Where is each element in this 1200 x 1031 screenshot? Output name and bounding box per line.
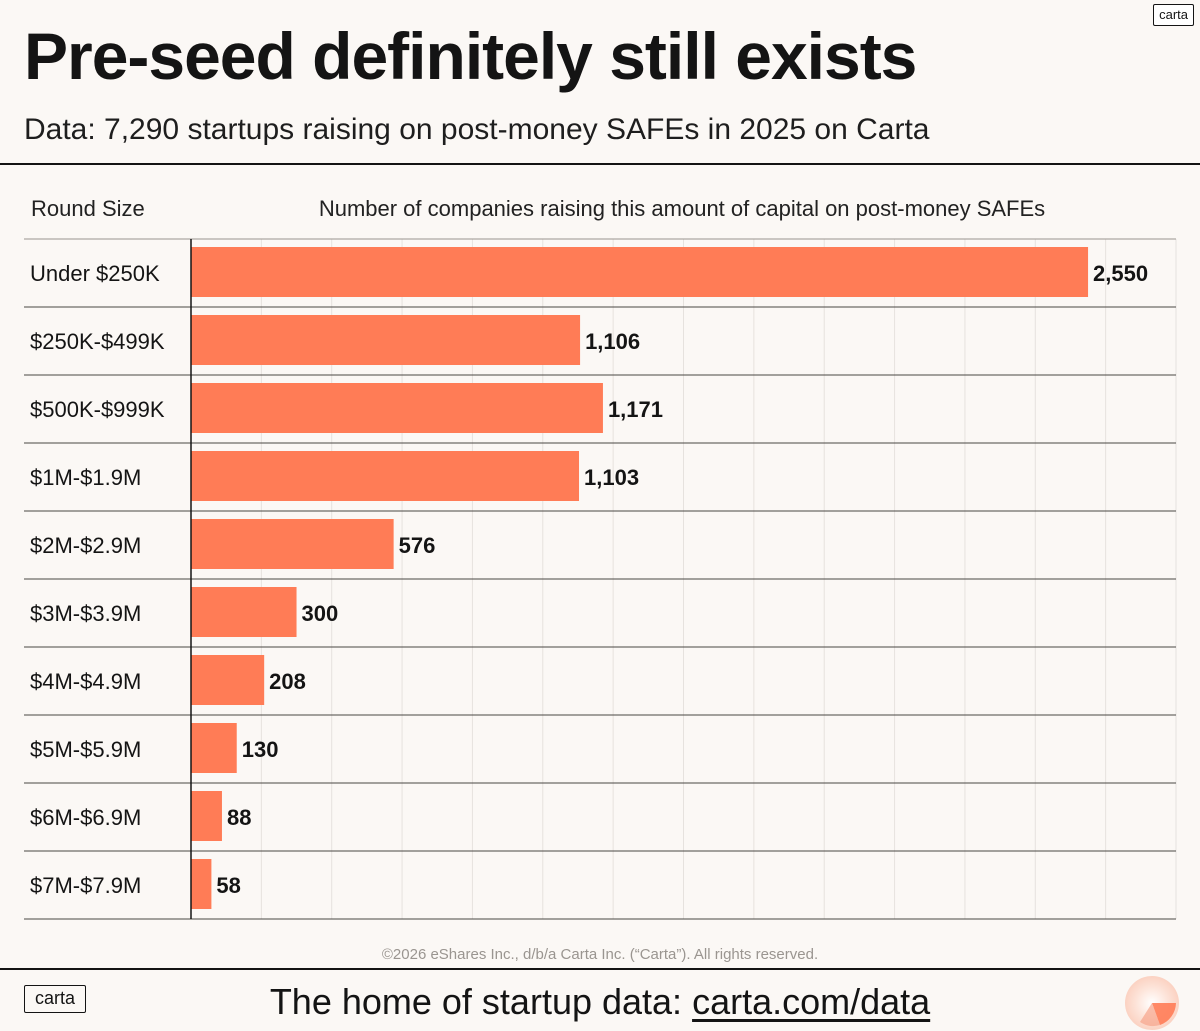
- category-label: $250K-$499K: [30, 329, 165, 354]
- footer-divider: [0, 968, 1200, 970]
- category-label: $7M-$7.9M: [30, 873, 141, 898]
- bar-row: $500K-$999K 1,171: [24, 383, 1176, 444]
- tagline-text: The home of startup data:: [269, 981, 693, 1022]
- footer-tagline: The home of startup data: carta.com/data: [0, 980, 1200, 1024]
- bar-row: $4M-$4.9M 208: [24, 655, 1176, 716]
- value-label: 1,171: [608, 397, 663, 422]
- bar: [191, 315, 581, 365]
- chart-subtitle: Data: 7,290 startups raising on post-mon…: [24, 113, 930, 146]
- bar: [191, 587, 297, 637]
- value-label: 2,550: [1093, 261, 1148, 286]
- bar: [191, 383, 603, 433]
- category-label: $500K-$999K: [30, 397, 165, 422]
- category-label: $2M-$2.9M: [30, 533, 141, 558]
- category-label: $5M-$5.9M: [30, 737, 141, 762]
- carta-logo-tag: carta: [1153, 4, 1194, 26]
- bar-row: Under $250K 2,550: [24, 247, 1176, 308]
- value-label: 1,106: [585, 329, 640, 354]
- bar: [191, 791, 222, 841]
- carta-data-link[interactable]: carta.com/data: [692, 981, 931, 1022]
- footer-carta-logo: carta: [24, 985, 86, 1013]
- bar: [191, 723, 237, 773]
- bar-row: $7M-$7.9M 58: [24, 859, 1176, 920]
- category-label: $4M-$4.9M: [30, 669, 141, 694]
- value-label: 88: [227, 805, 251, 830]
- value-label: 1,103: [584, 465, 639, 490]
- bar-row: $1M-$1.9M 1,103: [24, 451, 1176, 512]
- value-label: 130: [242, 737, 279, 762]
- header-divider: [0, 163, 1200, 165]
- category-label: $6M-$6.9M: [30, 805, 141, 830]
- bar-row: $6M-$6.9M 88: [24, 791, 1176, 852]
- category-label: $3M-$3.9M: [30, 601, 141, 626]
- bar-row: $5M-$5.9M 130: [24, 723, 1176, 784]
- bar-row: $2M-$2.9M 576: [24, 519, 1176, 580]
- copyright-notice: ©2026 eShares Inc., d/b/a Carta Inc. (“C…: [381, 946, 819, 963]
- chart-title: Pre-seed definitely still exists: [24, 19, 917, 93]
- bar: [191, 451, 580, 501]
- bar-rows: Under $250K 2,550 $250K-$499K 1,106 $500K-$9…: [24, 238, 1176, 920]
- value-header: Number of companies raising this amount …: [319, 196, 1045, 221]
- bar-row: $3M-$3.9M 300: [24, 587, 1176, 648]
- bar: [191, 859, 212, 909]
- bar-row: $250K-$499K 1,106: [24, 315, 1176, 376]
- value-label: 300: [302, 601, 339, 626]
- bar: [191, 247, 1089, 297]
- bar-chart: Round Size Number of companies raising t…: [24, 196, 1177, 920]
- value-label: 208: [269, 669, 306, 694]
- category-label: Under $250K: [30, 261, 160, 286]
- category-header: Round Size: [31, 196, 145, 221]
- bar: [191, 519, 394, 569]
- bar: [191, 655, 265, 705]
- carta-mark-icon: [1125, 976, 1179, 1030]
- value-label: 58: [216, 873, 240, 898]
- value-label: 576: [399, 533, 436, 558]
- category-label: $1M-$1.9M: [30, 465, 141, 490]
